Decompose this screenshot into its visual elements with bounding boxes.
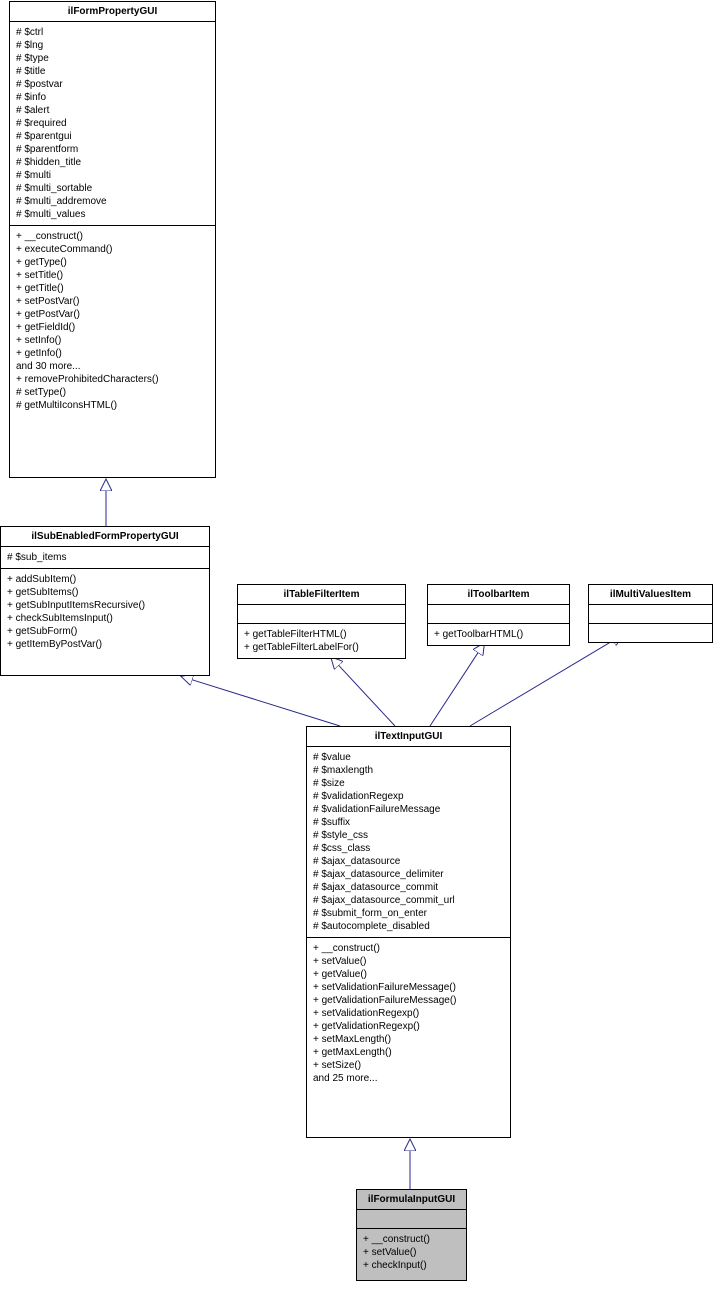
- uml-row: # $ajax_datasource: [313, 855, 504, 868]
- uml-row: + getValidationRegexp(): [313, 1020, 504, 1033]
- uml-row: # $multi: [16, 169, 209, 182]
- attrs-section: [357, 1210, 466, 1229]
- uml-row: + getTableFilterHTML(): [244, 628, 399, 641]
- uml-row: + getSubForm(): [7, 625, 203, 638]
- uml-row: # $required: [16, 117, 209, 130]
- uml-row: # $alert: [16, 104, 209, 117]
- uml-row: + getValidationFailureMessage(): [313, 994, 504, 1007]
- class-title: ilMultiValuesItem: [589, 585, 712, 605]
- uml-row: + setPostVar(): [16, 295, 209, 308]
- uml-row: + setValidationFailureMessage(): [313, 981, 504, 994]
- uml-row: + getSubInputItemsRecursive(): [7, 599, 203, 612]
- class-ilToolbarItem: ilToolbarItem + getToolbarHTML(): [427, 584, 570, 646]
- uml-row: + getMaxLength(): [313, 1046, 504, 1059]
- uml-row: + setMaxLength(): [313, 1033, 504, 1046]
- attrs-section: [428, 605, 569, 624]
- attrs-section: # $ctrl# $lng# $type# $title# $postvar# …: [10, 22, 215, 226]
- uml-row: + __construct(): [363, 1233, 460, 1246]
- uml-row: + removeProhibitedCharacters(): [16, 373, 209, 386]
- uml-row: + getFieldId(): [16, 321, 209, 334]
- class-ilSubEnabledFormPropertyGUI: ilSubEnabledFormPropertyGUI # $sub_items…: [0, 526, 210, 676]
- class-ilMultiValuesItem: ilMultiValuesItem: [588, 584, 713, 643]
- class-title: ilToolbarItem: [428, 585, 569, 605]
- uml-row: + setValidationRegexp(): [313, 1007, 504, 1020]
- uml-row: + getPostVar(): [16, 308, 209, 321]
- attrs-section: # $value# $maxlength# $size# $validation…: [307, 747, 510, 938]
- uml-row: # $value: [313, 751, 504, 764]
- uml-row: # $multi_values: [16, 208, 209, 221]
- class-title: ilSubEnabledFormPropertyGUI: [1, 527, 209, 547]
- class-ilFormPropertyGUI: ilFormPropertyGUI # $ctrl# $lng# $type# …: [9, 1, 216, 478]
- class-title: ilFormPropertyGUI: [10, 2, 215, 22]
- class-title: ilTextInputGUI: [307, 727, 510, 747]
- uml-row: # $size: [313, 777, 504, 790]
- uml-row: # $info: [16, 91, 209, 104]
- uml-row: # $type: [16, 52, 209, 65]
- inheritance-edge: [191, 680, 340, 726]
- uml-row: + setValue(): [313, 955, 504, 968]
- methods-section: + getTableFilterHTML()+ getTableFilterLa…: [238, 624, 405, 658]
- uml-row: # $ajax_datasource_commit: [313, 881, 504, 894]
- methods-section: + getToolbarHTML(): [428, 624, 569, 645]
- class-ilFormulaInputGUI: ilFormulaInputGUI + __construct()+ setVa…: [356, 1189, 467, 1281]
- class-ilTableFilterItem: ilTableFilterItem + getTableFilterHTML()…: [237, 584, 406, 659]
- inheritance-edge: [338, 665, 395, 726]
- uml-row: + __construct(): [313, 942, 504, 955]
- uml-row: # $style_css: [313, 829, 504, 842]
- uml-row: + getToolbarHTML(): [434, 628, 563, 641]
- inheritance-edge: [470, 640, 614, 726]
- class-title: ilTableFilterItem: [238, 585, 405, 605]
- uml-row: # $autocomplete_disabled: [313, 920, 504, 933]
- uml-row: + setTitle(): [16, 269, 209, 282]
- uml-row: # $hidden_title: [16, 156, 209, 169]
- uml-row: + getItemByPostVar(): [7, 638, 203, 651]
- uml-row: # $lng: [16, 39, 209, 52]
- uml-row: # $ajax_datasource_delimiter: [313, 868, 504, 881]
- uml-row: # $validationRegexp: [313, 790, 504, 803]
- class-ilTextInputGUI: ilTextInputGUI # $value# $maxlength# $si…: [306, 726, 511, 1138]
- attrs-section: [589, 605, 712, 624]
- methods-section: + addSubItem()+ getSubItems()+ getSubInp…: [1, 569, 209, 655]
- uml-row: + setValue(): [363, 1246, 460, 1259]
- uml-row: + checkInput(): [363, 1259, 460, 1272]
- methods-section: [589, 624, 712, 642]
- uml-row: # setType(): [16, 386, 209, 399]
- methods-section: + __construct()+ executeCommand()+ getTy…: [10, 226, 215, 416]
- inheritance-edge: [430, 652, 478, 726]
- uml-row: + getSubItems(): [7, 586, 203, 599]
- uml-row: # $css_class: [313, 842, 504, 855]
- uml-row: # $title: [16, 65, 209, 78]
- uml-row: + setInfo(): [16, 334, 209, 347]
- uml-row: # $parentgui: [16, 130, 209, 143]
- uml-row: and 25 more...: [313, 1072, 504, 1085]
- uml-row: + getTableFilterLabelFor(): [244, 641, 399, 654]
- uml-row: # $suffix: [313, 816, 504, 829]
- uml-row: + addSubItem(): [7, 573, 203, 586]
- uml-row: # $submit_form_on_enter: [313, 907, 504, 920]
- class-title: ilFormulaInputGUI: [357, 1190, 466, 1210]
- uml-row: # $ajax_datasource_commit_url: [313, 894, 504, 907]
- uml-row: + __construct(): [16, 230, 209, 243]
- uml-row: # $multi_addremove: [16, 195, 209, 208]
- uml-row: + checkSubItemsInput(): [7, 612, 203, 625]
- uml-row: # $validationFailureMessage: [313, 803, 504, 816]
- uml-row: # $postvar: [16, 78, 209, 91]
- attrs-section: [238, 605, 405, 624]
- uml-row: # $sub_items: [7, 551, 203, 564]
- uml-row: + getInfo(): [16, 347, 209, 360]
- uml-row: + executeCommand(): [16, 243, 209, 256]
- methods-section: + __construct()+ setValue()+ getValue()+…: [307, 938, 510, 1089]
- uml-row: # getMultiIconsHTML(): [16, 399, 209, 412]
- uml-row: and 30 more...: [16, 360, 209, 373]
- uml-row: # $multi_sortable: [16, 182, 209, 195]
- uml-row: # $parentform: [16, 143, 209, 156]
- uml-row: + setSize(): [313, 1059, 504, 1072]
- uml-row: # $maxlength: [313, 764, 504, 777]
- uml-row: + getValue(): [313, 968, 504, 981]
- uml-row: + getTitle(): [16, 282, 209, 295]
- uml-row: + getType(): [16, 256, 209, 269]
- methods-section: + __construct()+ setValue()+ checkInput(…: [357, 1229, 466, 1276]
- uml-row: # $ctrl: [16, 26, 209, 39]
- attrs-section: # $sub_items: [1, 547, 209, 569]
